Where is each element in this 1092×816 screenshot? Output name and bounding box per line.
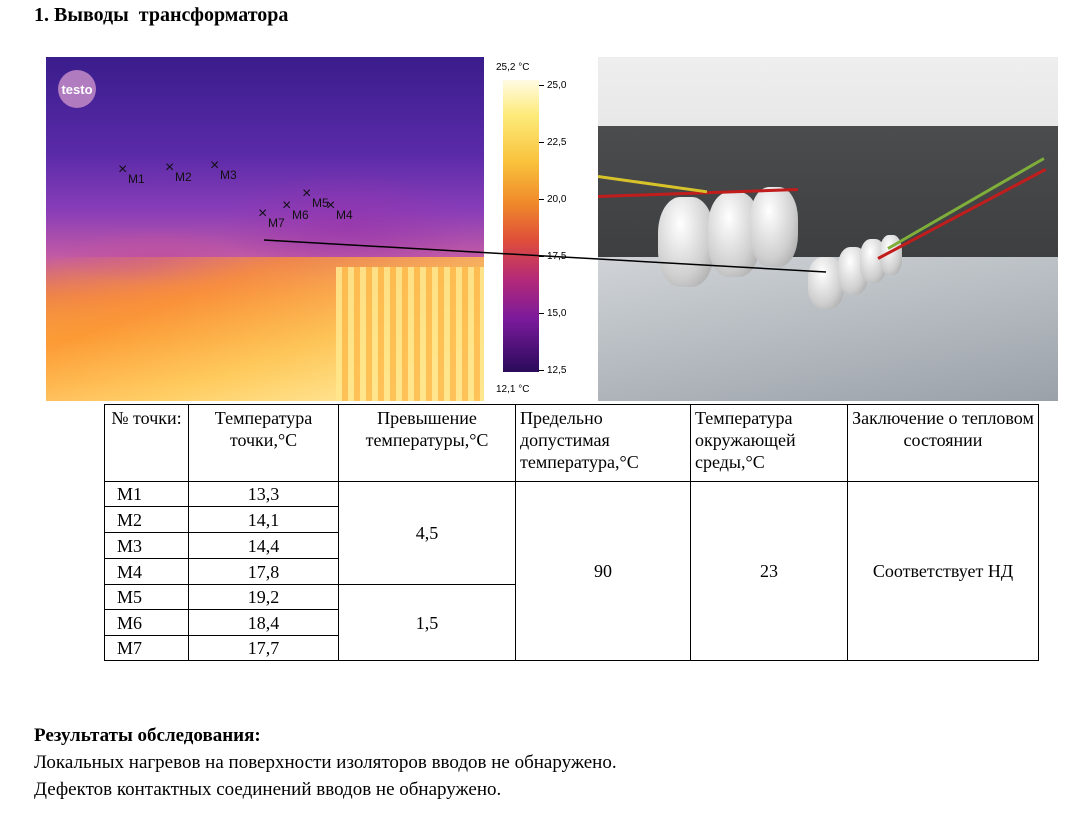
scale-min-label: 12,1 °C bbox=[496, 384, 530, 395]
results-section: Результаты обследования: Локальных нагре… bbox=[34, 722, 617, 803]
scale-tick: 25,0 bbox=[539, 80, 566, 91]
table-row: M5 19,2 1,5 bbox=[104, 584, 1039, 661]
wire bbox=[887, 157, 1045, 250]
cell-max-allowed: 90 bbox=[515, 481, 691, 661]
scale-tick: 17,5 bbox=[539, 251, 566, 262]
radiator-fins bbox=[336, 267, 484, 401]
hv-insulator bbox=[658, 197, 714, 287]
thermal-image bbox=[46, 57, 484, 401]
results-line: Локальных нагревов на поверхности изолят… bbox=[34, 752, 617, 773]
col-header-ambient: Температура окружающей среды,°C bbox=[690, 404, 848, 482]
col-header-excess: Превышение температуры,°C bbox=[338, 404, 516, 482]
testo-logo: testo bbox=[58, 70, 96, 108]
cell-temp: 18,4 bbox=[188, 609, 339, 636]
cell-point: M4 bbox=[104, 558, 189, 585]
scale-tick: 15,0 bbox=[539, 308, 566, 319]
cell-temp: 19,2 bbox=[188, 584, 339, 610]
cell-point: M5 bbox=[104, 584, 189, 610]
table-row: M7 17,7 bbox=[104, 635, 1039, 661]
cell-temp: 14,1 bbox=[188, 506, 339, 533]
cell-excess-group2: 1,5 bbox=[338, 584, 516, 661]
cell-conclusion: Соответствует НД bbox=[847, 481, 1039, 661]
cell-point: M7 bbox=[104, 635, 189, 661]
transformer-photo bbox=[598, 57, 1058, 401]
scale-max-label: 25,2 °C bbox=[496, 62, 530, 73]
wire bbox=[877, 167, 1047, 260]
cell-ambient: 23 bbox=[690, 481, 848, 661]
cell-point: M2 bbox=[104, 506, 189, 533]
cell-temp: 17,7 bbox=[188, 635, 339, 661]
table-row: M3 14,4 bbox=[104, 532, 1039, 559]
wire bbox=[598, 175, 708, 194]
table-row: M4 17,8 bbox=[104, 558, 1039, 585]
scale-tick: 20,0 bbox=[539, 194, 566, 205]
cell-temp: 17,8 bbox=[188, 558, 339, 585]
table-row: M6 18,4 bbox=[104, 609, 1039, 636]
hv-insulator bbox=[750, 187, 798, 267]
table-header-row: № точки: Температура точки,°C Превышение… bbox=[104, 404, 1039, 482]
col-header-temp: Температура точки,°C bbox=[188, 404, 339, 482]
table-row: M1 13,3 4,5 90 23 Соответствует НД bbox=[104, 481, 1039, 661]
cell-point: M3 bbox=[104, 532, 189, 559]
col-header-max: Предельно допустимая температура,°C bbox=[515, 404, 691, 482]
cell-point: M1 bbox=[104, 481, 189, 507]
col-header-point: № точки: bbox=[104, 404, 189, 482]
results-table: № точки: Температура точки,°C Превышение… bbox=[104, 404, 1039, 661]
table-row: M2 14,1 bbox=[104, 506, 1039, 533]
scale-tick: 22,5 bbox=[539, 137, 566, 148]
cell-temp: 13,3 bbox=[188, 481, 339, 507]
cell-temp: 14,4 bbox=[188, 532, 339, 559]
cell-point: M6 bbox=[104, 609, 189, 636]
scale-tick: 12,5 bbox=[539, 365, 566, 376]
results-line: Дефектов контактных соединений вводов не… bbox=[34, 779, 502, 800]
col-header-conclusion: Заключение о тепловом состоянии bbox=[847, 404, 1039, 482]
cell-excess-group1: 4,5 bbox=[338, 481, 516, 585]
section-heading: 1. Выводы трансформатора bbox=[34, 4, 289, 26]
results-title: Результаты обследования: bbox=[34, 725, 261, 746]
temperature-scale bbox=[503, 80, 539, 372]
